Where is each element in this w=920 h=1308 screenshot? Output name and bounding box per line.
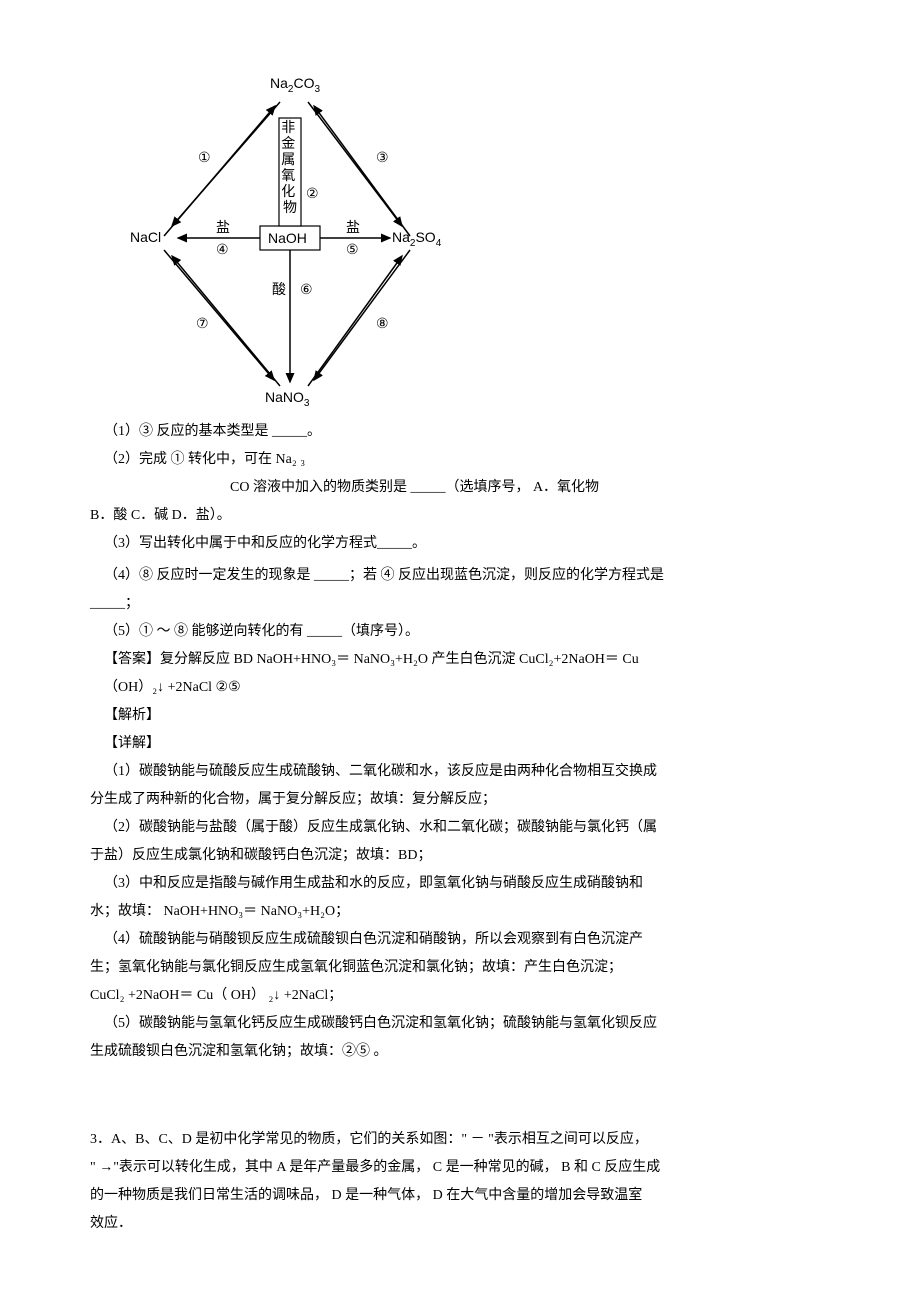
heading-analysis: 【解析】 bbox=[90, 702, 830, 730]
question-1: （1）③ 反应的基本类型是 _____。 bbox=[90, 418, 830, 446]
explain-1b: 分生成了两种新的化合物，属于复分解反应；故填：复分解反应； bbox=[90, 786, 830, 814]
question-4: （4）⑧ 反应时一定发生的现象是 _____；若 ④ 反应出现蓝色沉淀，则反应的… bbox=[90, 562, 830, 590]
label-salt-left: 盐 bbox=[216, 220, 230, 236]
node-top: Na2CO3 bbox=[270, 75, 320, 95]
explain-3a: （3）中和反应是指酸与碱作用生成盐和水的反应，即氢氧化钠与硝酸反应生成硝酸钠和 bbox=[90, 870, 830, 898]
num-2: ② bbox=[306, 185, 319, 201]
question-2a: （2）完成 ① 转化中，可在 Na₂ ₃ bbox=[90, 446, 830, 474]
label-salt-right: 盐 bbox=[346, 220, 360, 236]
node-left: NaCl bbox=[130, 229, 161, 245]
answer-line1: 【答案】复分解反应 BD NaOH+HNO₃＝ NaNO₃+H₂O 产生白色沉淀… bbox=[90, 646, 830, 674]
explain-1a: （1）碳酸钠能与硫酸反应生成硫酸钠、二氧化碳和水，该反应是由两种化合物相互交换成 bbox=[90, 758, 830, 786]
num-6: ⑥ bbox=[300, 281, 313, 297]
heading-detail: 【详解】 bbox=[90, 730, 830, 758]
explain-4b: 生；氢氧化钠能与氯化铜反应生成氢氧化铜蓝色沉淀和氯化钠；故填：产生白色沉淀； bbox=[90, 954, 830, 982]
problem-3a: 3．A、B、C、D 是初中化学常见的物质，它们的关系如图：" － "表示相互之间… bbox=[90, 1126, 830, 1154]
node-center: NaOH bbox=[268, 230, 307, 246]
conversion-diagram: Na2CO3 NaCl Na2SO4 NaNO3 NaOH 非 金 属 氧 化 … bbox=[130, 70, 450, 410]
explain-2a: （2）碳酸钠能与盐酸（属于酸）反应生成氯化钠、水和二氧化碳；碳酸钠能与氯化钙（属 bbox=[90, 814, 830, 842]
node-right: Na2SO4 bbox=[392, 229, 442, 249]
explain-5b: 生成硫酸钡白色沉淀和氢氧化钠；故填：②⑤ 。 bbox=[90, 1038, 830, 1066]
num-5: ⑤ bbox=[346, 241, 359, 257]
explain-2b: 于盐）反应生成氯化钠和碳酸钙白色沉淀；故填：BD； bbox=[90, 842, 830, 870]
problem-3c: 的一种物质是我们日常生活的调味品， D 是一种气体， D 在大气中含量的增加会导… bbox=[90, 1182, 830, 1210]
answer-line2: （OH）₂↓ +2NaCl ②⑤ bbox=[90, 674, 830, 702]
explain-4a: （4）硫酸钠能与硝酸钡反应生成硫酸钡白色沉淀和硝酸钠，所以会观察到有白色沉淀产 bbox=[90, 926, 830, 954]
explain-4c: CuCl₂ +2NaOH＝ Cu（ OH） ₂↓ +2NaCl； bbox=[90, 982, 830, 1010]
node-bottom: NaNO3 bbox=[265, 389, 310, 409]
problem-3d: 效应． bbox=[90, 1210, 830, 1238]
num-8: ⑧ bbox=[376, 315, 389, 331]
num-4: ④ bbox=[216, 241, 229, 257]
explain-3b: 水；故填： NaOH+HNO₃＝ NaNO₃+H₂O； bbox=[90, 898, 830, 926]
question-2c: B．酸 C．碱 D．盐）。 bbox=[90, 502, 830, 530]
question-4b: _____； bbox=[90, 590, 830, 618]
question-5: （5）① ～ ⑧ 能够逆向转化的有 _____（填序号）。 bbox=[90, 618, 830, 646]
question-2b: CO 溶液中加入的物质类别是 _____（选填序号， A．氧化物 bbox=[90, 474, 830, 502]
label-acid: 酸 bbox=[272, 282, 286, 298]
num-1: ① bbox=[198, 149, 211, 165]
num-3: ③ bbox=[376, 149, 389, 165]
question-3: （3）写出转化中属于中和反应的化学方程式_____。 bbox=[90, 530, 830, 558]
explain-5a: （5）碳酸钠能与氢氧化钙反应生成碳酸钙白色沉淀和氢氧化钠；硫酸钠能与氢氧化钡反应 bbox=[90, 1010, 830, 1038]
num-7: ⑦ bbox=[196, 315, 209, 331]
problem-3b: " →"表示可以转化生成，其中 A 是年产量最多的金属， C 是一种常见的碱， … bbox=[90, 1154, 830, 1182]
